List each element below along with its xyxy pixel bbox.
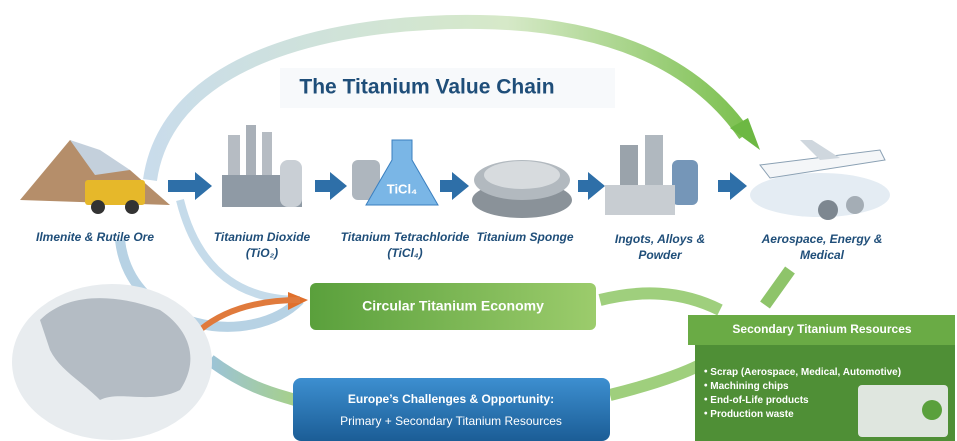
title: The Titanium Value Chain bbox=[299, 76, 554, 99]
europe-subtitle: Primary + Secondary Titanium Resources bbox=[340, 414, 562, 428]
stage-label: (TiO₂) bbox=[246, 246, 278, 260]
flask-icon: TiCl₄ bbox=[352, 140, 438, 205]
flask-label: TiCl₄ bbox=[387, 181, 418, 196]
stage-label: Titanium Dioxide bbox=[214, 230, 311, 244]
circular-economy-label: Circular Titanium Economy bbox=[362, 298, 544, 314]
stage-label: Titanium Tetrachloride bbox=[341, 230, 470, 244]
sponge-icon bbox=[472, 160, 572, 218]
secondary-item: • Machining chips bbox=[704, 381, 789, 392]
europe-title: Europe’s Challenges & Opportunity: bbox=[348, 392, 554, 406]
secondary-item: • End-of-Life products bbox=[704, 395, 809, 406]
recycle-badge bbox=[922, 400, 942, 420]
bottom-arc-right bbox=[610, 365, 700, 395]
diagram: The Titanium Value Chain TiCl₄ bbox=[0, 0, 957, 441]
ingots-icon bbox=[605, 135, 698, 215]
secondary-item: • Scrap (Aerospace, Medical, Automotive) bbox=[704, 367, 901, 378]
inner-return-arc bbox=[180, 200, 300, 300]
secondary-item-text: Machining chips bbox=[710, 381, 789, 392]
stage-label: Titanium Sponge bbox=[476, 230, 573, 244]
secondary-item-text: End-of-Life products bbox=[710, 395, 809, 406]
stage-label: Medical bbox=[800, 248, 845, 262]
stage-label: Ilmenite & Rutile Ore bbox=[36, 230, 154, 244]
stage-label: Ingots, Alloys & bbox=[615, 232, 705, 246]
bottom-arc-left bbox=[210, 360, 295, 400]
secondary-item-text: Scrap (Aerospace, Medical, Automotive) bbox=[710, 367, 901, 378]
secondary-title: Secondary Titanium Resources bbox=[732, 322, 912, 336]
europe-box bbox=[293, 378, 610, 441]
stage-label: Powder bbox=[638, 248, 683, 262]
return-arc-right bbox=[600, 293, 720, 310]
secondary-item-text: Production waste bbox=[710, 409, 794, 420]
plant-icon bbox=[222, 125, 302, 207]
down-arrow bbox=[765, 270, 790, 305]
stage-label: (TiCl₄) bbox=[387, 246, 422, 260]
aerospace-icon bbox=[750, 140, 890, 220]
secondary-item: • Production waste bbox=[704, 409, 794, 420]
stage-label: Aerospace, Energy & bbox=[761, 232, 883, 246]
page: The Titanium Value Chain TiCl₄ bbox=[0, 0, 957, 441]
